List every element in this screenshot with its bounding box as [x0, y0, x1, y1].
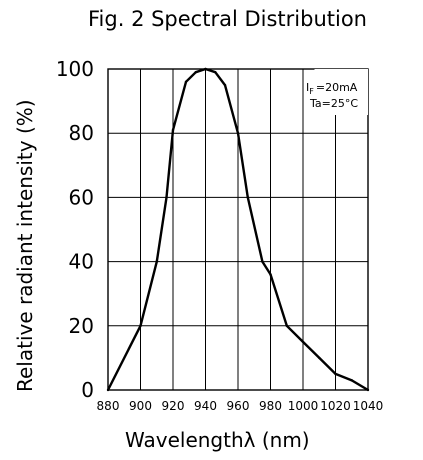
x-tick-label-2: 920 [162, 399, 185, 413]
data-point-13 [269, 273, 272, 276]
data-point-17 [334, 372, 337, 376]
x-tick-label-6: 1000 [288, 399, 319, 413]
grid [107, 68, 369, 391]
y-tick-label-3: 60 [69, 185, 94, 209]
x-tick-label-8: 1040 [353, 399, 384, 413]
series-line-0 [106, 67, 369, 392]
y-tick-label-0: 0 [81, 378, 94, 402]
data-point-2 [155, 260, 158, 263]
plot-area [106, 67, 370, 392]
data-point-18 [350, 379, 353, 382]
condition-current-subscript: F [309, 87, 314, 96]
y-tick-label-4: 80 [69, 121, 94, 145]
data-point-3 [165, 196, 168, 199]
y-axis-label: Relative radiant intensity (%) [13, 99, 37, 392]
conditions-box-bg [314, 69, 368, 115]
data-point-4 [171, 128, 175, 132]
x-tick-label-7: 1020 [320, 399, 351, 413]
x-axis-label: Wavelengthλ (nm) [125, 428, 310, 452]
y-tick-label-2: 40 [69, 250, 94, 274]
y-tick-label-5: 100 [56, 57, 94, 81]
condition-temperature: Ta=25°C [309, 97, 358, 110]
plot-frame [107, 68, 369, 391]
data-point-5 [184, 80, 188, 84]
data-point-7 [204, 67, 207, 71]
x-tick-label-1: 900 [129, 399, 152, 413]
data-point-0 [106, 388, 110, 392]
data-point-12 [261, 260, 264, 263]
condition-current-symbol: I [306, 81, 309, 94]
data-point-19 [366, 388, 370, 392]
conditions-box: IF =20mA Ta=25°C [306, 81, 358, 110]
data-point-14 [285, 324, 288, 327]
data-point-1 [139, 324, 142, 327]
chart-title: Fig. 2 Spectral Distribution [88, 7, 367, 31]
y-tick-labels: 0 20 40 60 80 100 [56, 57, 94, 402]
condition-current-value: =20mA [316, 81, 358, 94]
y-tick-label-1: 20 [69, 314, 94, 338]
data-point-9 [223, 83, 227, 87]
x-tick-labels: 880 900 920 940 960 980 1000 1020 1040 [97, 399, 384, 413]
data-point-15 [301, 340, 305, 344]
x-tick-label-4: 960 [227, 399, 250, 413]
data-point-8 [214, 71, 217, 74]
data-point-11 [246, 196, 249, 199]
svg-text:IF=20mA: IF =20mA [306, 81, 358, 96]
x-tick-label-3: 940 [194, 399, 217, 413]
data-point-6 [194, 71, 197, 74]
data-point-16 [318, 356, 321, 360]
x-tick-label-5: 980 [259, 399, 282, 413]
data-point-10 [236, 132, 240, 135]
x-tick-label-0: 880 [97, 399, 120, 413]
